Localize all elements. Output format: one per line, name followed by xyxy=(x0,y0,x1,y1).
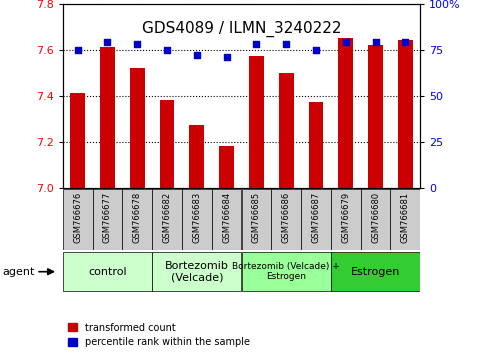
Text: GSM766685: GSM766685 xyxy=(252,192,261,243)
Bar xyxy=(301,189,331,250)
Bar xyxy=(338,38,353,188)
Bar xyxy=(212,189,242,250)
Text: GSM766679: GSM766679 xyxy=(341,192,350,243)
Text: GSM766680: GSM766680 xyxy=(371,192,380,243)
Bar xyxy=(100,47,115,188)
Bar xyxy=(361,189,390,250)
Bar xyxy=(390,189,420,250)
Point xyxy=(342,39,350,45)
Point xyxy=(74,47,82,52)
Bar xyxy=(368,45,383,188)
Text: agent: agent xyxy=(2,267,35,277)
Bar xyxy=(398,40,413,188)
Text: Bortezomib (Velcade) +
Estrogen: Bortezomib (Velcade) + Estrogen xyxy=(232,262,340,281)
Point xyxy=(193,52,201,58)
Bar xyxy=(242,252,331,291)
Bar xyxy=(63,252,152,291)
Point xyxy=(223,54,230,60)
Point xyxy=(253,41,260,47)
Bar xyxy=(93,189,122,250)
Text: Estrogen: Estrogen xyxy=(351,267,400,277)
Bar xyxy=(309,102,324,188)
Bar xyxy=(331,252,420,291)
Point xyxy=(312,47,320,52)
Bar xyxy=(70,93,85,188)
Text: GSM766678: GSM766678 xyxy=(133,192,142,243)
Text: GSM766684: GSM766684 xyxy=(222,192,231,243)
Bar xyxy=(159,100,174,188)
Bar xyxy=(152,252,242,291)
Point xyxy=(133,41,141,47)
Text: GSM766677: GSM766677 xyxy=(103,192,112,243)
Point xyxy=(282,41,290,47)
Text: GSM766683: GSM766683 xyxy=(192,192,201,243)
Bar xyxy=(219,146,234,188)
Bar xyxy=(279,73,294,188)
Bar xyxy=(242,189,271,250)
Text: GDS4089 / ILMN_3240222: GDS4089 / ILMN_3240222 xyxy=(142,21,341,38)
Text: GSM766681: GSM766681 xyxy=(401,192,410,243)
Bar xyxy=(152,189,182,250)
Point xyxy=(401,39,409,45)
Point xyxy=(372,39,380,45)
Point xyxy=(163,47,171,52)
Bar xyxy=(63,189,93,250)
Text: GSM766676: GSM766676 xyxy=(73,192,82,243)
Bar xyxy=(130,68,145,188)
Bar xyxy=(122,189,152,250)
Bar xyxy=(271,189,301,250)
Bar xyxy=(249,56,264,188)
Bar xyxy=(189,126,204,188)
Bar xyxy=(182,189,212,250)
Text: control: control xyxy=(88,267,127,277)
Bar xyxy=(331,189,361,250)
Text: Bortezomib
(Velcade): Bortezomib (Velcade) xyxy=(165,261,229,282)
Text: GSM766687: GSM766687 xyxy=(312,192,320,243)
Legend: transformed count, percentile rank within the sample: transformed count, percentile rank withi… xyxy=(68,322,250,347)
Text: GSM766686: GSM766686 xyxy=(282,192,291,243)
Point xyxy=(104,39,112,45)
Text: GSM766682: GSM766682 xyxy=(163,192,171,243)
